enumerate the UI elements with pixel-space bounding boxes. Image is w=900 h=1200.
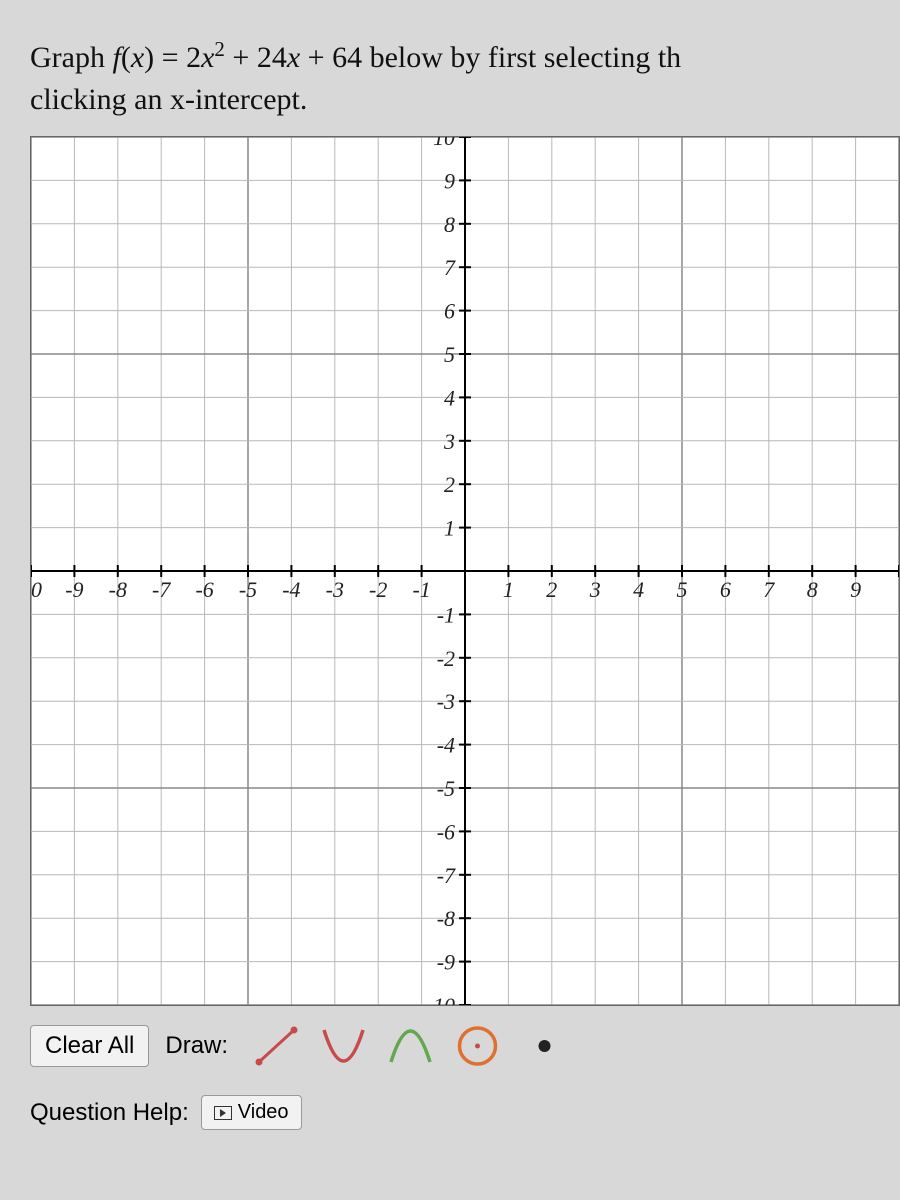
svg-text:-3: -3 [437, 689, 455, 714]
svg-text:3: 3 [589, 577, 601, 602]
svg-text:-5: -5 [239, 577, 257, 602]
svg-text:2: 2 [444, 472, 455, 497]
question-suffix: below by first selecting th [362, 41, 681, 74]
svg-text:-4: -4 [282, 577, 300, 602]
svg-text:-1: -1 [412, 577, 430, 602]
function-expression: f(x) = 2x2 + 24x + 64 [112, 41, 362, 74]
video-icon [214, 1106, 232, 1120]
draw-toolbar: Clear All Draw: [30, 1018, 900, 1073]
video-button-label: Video [238, 1101, 289, 1124]
tool-circle-icon[interactable] [445, 1018, 510, 1073]
tool-point-icon[interactable] [512, 1018, 577, 1073]
svg-text:2: 2 [546, 577, 557, 602]
svg-text:8: 8 [444, 212, 455, 237]
svg-text:9: 9 [850, 577, 861, 602]
question-help-row: Question Help: Video [30, 1095, 900, 1130]
svg-text:-6: -6 [437, 819, 455, 844]
svg-text:5: 5 [444, 342, 455, 367]
question-text: Graph f(x) = 2x2 + 24x + 64 below by fir… [30, 35, 900, 121]
svg-text:9: 9 [444, 168, 455, 193]
svg-text:-4: -4 [437, 733, 455, 758]
svg-text:-3: -3 [326, 577, 344, 602]
svg-text:4: 4 [444, 385, 455, 410]
svg-text:10: 10 [433, 137, 455, 150]
draw-label: Draw: [165, 1032, 228, 1060]
grid-svg: 10 -9 -8 -7 -6 -5 -4 -3 -2 -1 1 2 3 4 5 6 7 8 9 10 9 8 7 6 5 4 3 2 1… [31, 137, 899, 1005]
tool-icons [244, 1018, 577, 1073]
svg-text:1: 1 [503, 577, 514, 602]
coordinate-grid[interactable]: 10 -9 -8 -7 -6 -5 -4 -3 -2 -1 1 2 3 4 5 6 7 8 9 10 9 8 7 6 5 4 3 2 1… [30, 136, 900, 1006]
svg-text:7: 7 [444, 255, 456, 280]
svg-text:6: 6 [444, 299, 455, 324]
svg-text:-2: -2 [437, 646, 455, 671]
svg-text:-1: -1 [437, 602, 455, 627]
clear-all-button[interactable]: Clear All [30, 1025, 149, 1067]
svg-text:-8: -8 [109, 577, 127, 602]
svg-text:10: 10 [31, 577, 42, 602]
svg-text:8: 8 [807, 577, 818, 602]
svg-text:-6: -6 [195, 577, 213, 602]
question-line2: clicking an x-intercept. [30, 83, 307, 116]
svg-text:-5: -5 [437, 776, 455, 801]
svg-text:-2: -2 [369, 577, 387, 602]
svg-text:1: 1 [444, 516, 455, 541]
svg-text:-10: -10 [426, 993, 455, 1005]
video-button[interactable]: Video [201, 1095, 302, 1130]
svg-text:-7: -7 [152, 577, 171, 602]
question-help-label: Question Help: [30, 1099, 189, 1127]
tool-parabola-down-icon[interactable] [378, 1018, 443, 1073]
svg-text:5: 5 [677, 577, 688, 602]
tool-parabola-up-icon[interactable] [311, 1018, 376, 1073]
svg-text:-9: -9 [65, 577, 83, 602]
svg-text:6: 6 [720, 577, 731, 602]
svg-text:-9: -9 [437, 950, 455, 975]
question-prefix: Graph [30, 41, 112, 74]
tool-line-icon[interactable] [244, 1018, 309, 1073]
svg-text:7: 7 [763, 577, 775, 602]
svg-text:-8: -8 [437, 906, 455, 931]
svg-text:3: 3 [443, 429, 455, 454]
svg-text:-7: -7 [437, 863, 456, 888]
svg-text:4: 4 [633, 577, 644, 602]
